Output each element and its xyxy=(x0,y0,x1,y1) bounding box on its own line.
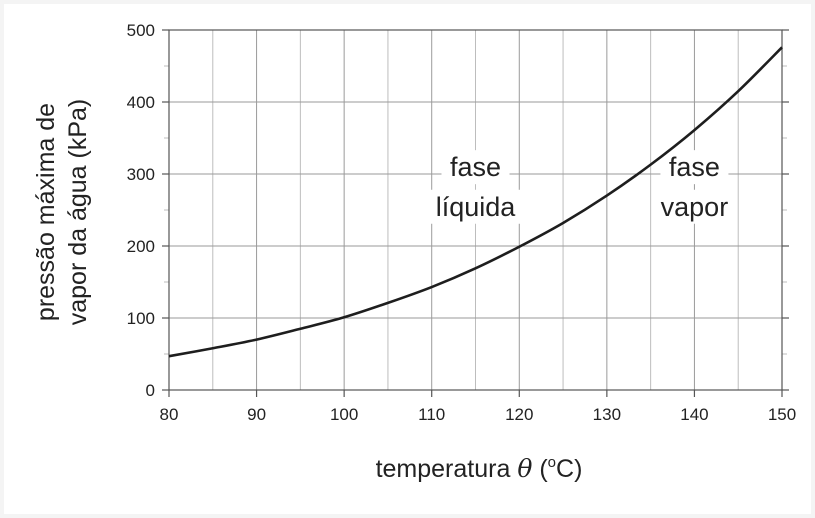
y-axis-label-line2: vapor da água (kPa) xyxy=(64,99,92,326)
series-group xyxy=(168,46,783,358)
y-tick-label: 500 xyxy=(127,21,155,40)
y-axis-label: pressão máxima de vapor da água (kPa) xyxy=(32,99,92,326)
y-tick-label: 400 xyxy=(127,93,155,112)
y-tick-label: 100 xyxy=(127,309,155,328)
x-tick-label: 130 xyxy=(593,405,621,424)
y-tick-labels: 0 100 200 300 400 500 xyxy=(127,21,155,400)
region-annotations: fase líquida fase vapor xyxy=(420,150,736,224)
x-tick-label: 120 xyxy=(505,405,533,424)
y-tick-label: 300 xyxy=(127,165,155,184)
y-tick-label: 0 xyxy=(146,381,155,400)
chart-frame: 80 90 100 110 120 130 140 150 0 100 200 300 400 500 … xyxy=(4,4,811,514)
x-tick-label: 80 xyxy=(160,405,179,424)
x-axis-label: temperatura θ (oC) xyxy=(376,454,583,483)
x-tick-label: 110 xyxy=(418,405,445,424)
x-tick-labels: 80 90 100 110 120 130 140 150 xyxy=(160,405,797,424)
x-tick-label: 150 xyxy=(768,405,796,424)
y-axis-label-line1: pressão máxima de xyxy=(32,103,60,321)
x-tick-label: 90 xyxy=(247,405,266,424)
region-annotation-line: fase xyxy=(450,152,501,182)
region-annotation-line: fase xyxy=(669,152,720,182)
region-annotation-line: vapor xyxy=(661,192,729,222)
vapor-pressure-chart: 80 90 100 110 120 130 140 150 0100200300400500 … xyxy=(32,21,797,483)
annotation-background xyxy=(653,189,736,224)
x-tick-label: 100 xyxy=(330,405,358,424)
vapor-pressure-curve xyxy=(168,46,783,358)
annotation-background xyxy=(420,189,531,224)
plot-border xyxy=(162,29,789,397)
plot-area-border xyxy=(168,29,783,391)
y-tick-label: 200 xyxy=(127,237,155,256)
annotation-background xyxy=(441,150,510,185)
region-annotation-line: líquida xyxy=(436,192,517,222)
annotation-background xyxy=(660,150,729,185)
x-tick-label: 140 xyxy=(680,405,708,424)
